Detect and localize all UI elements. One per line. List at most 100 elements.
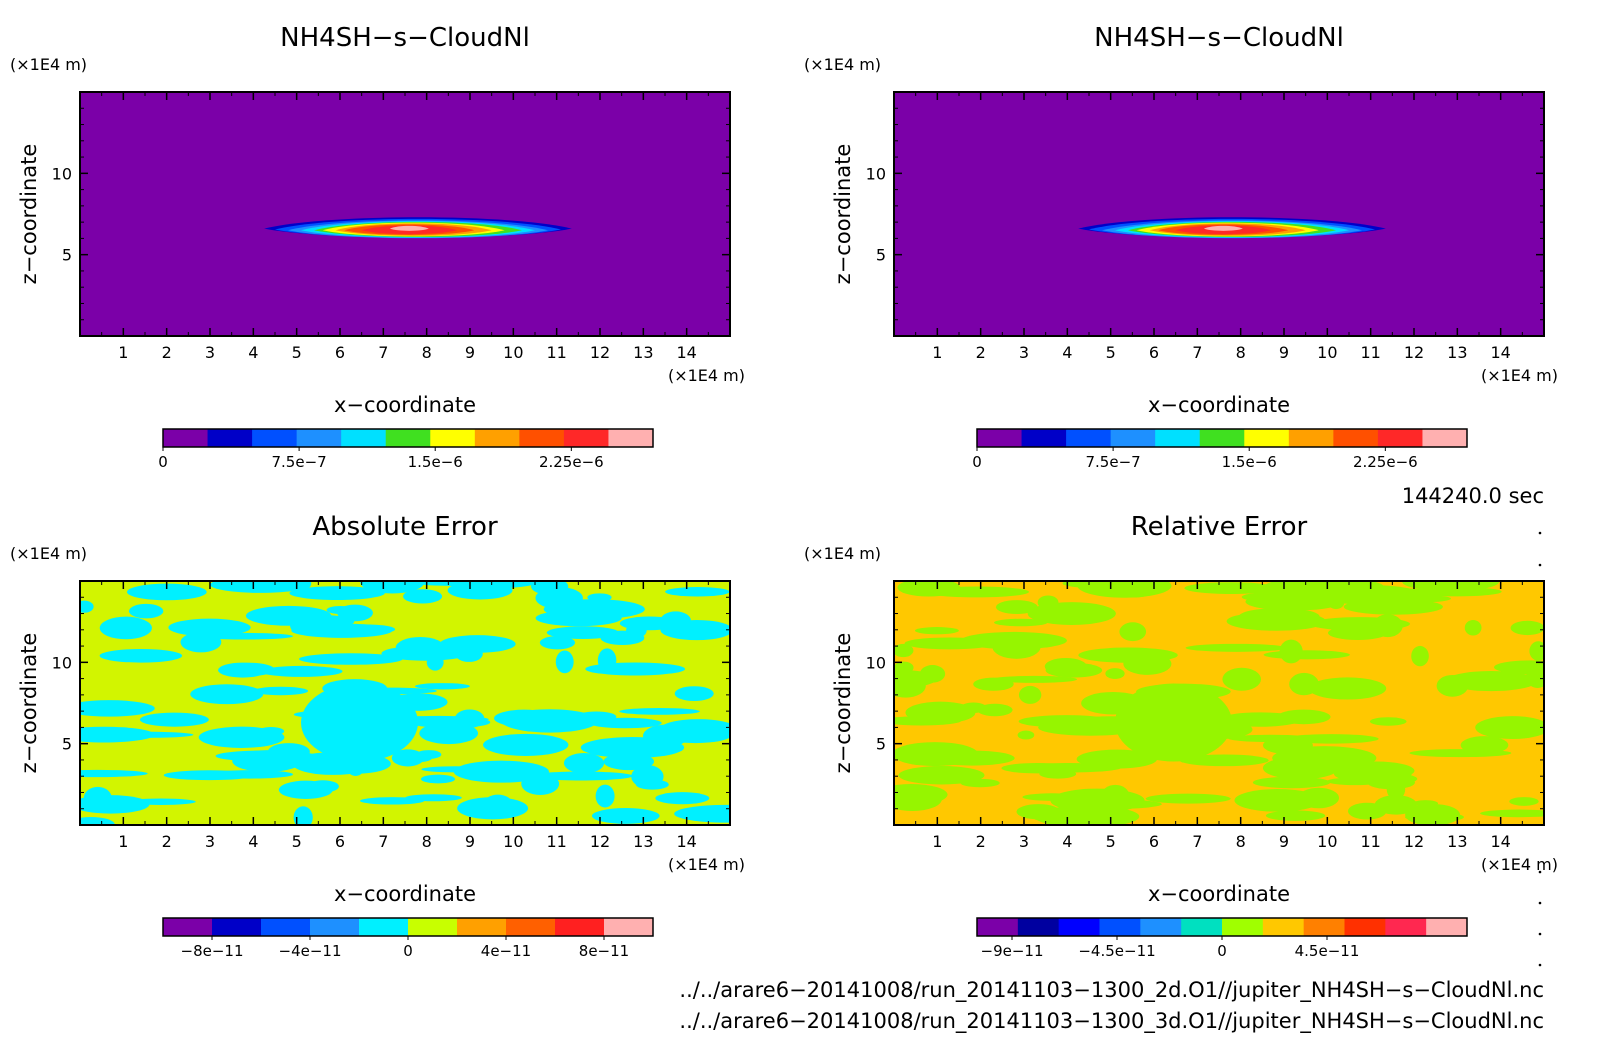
noise-blob (1245, 592, 1343, 611)
x-ticks: 1 2 3 4 5 6 7 8 9 10 11 12 13 14 (915, 581, 1523, 851)
noise-blob (174, 619, 248, 634)
x-tick-label: 7 (378, 832, 388, 851)
noise-blob (420, 774, 456, 784)
noise-blob (403, 589, 443, 604)
noise-blob (1034, 815, 1134, 823)
noise-blob (421, 766, 490, 773)
colorbar: 0 7.5e−7 1.5e−6 2.25e−6 (972, 428, 1468, 471)
noise-blob (991, 675, 1077, 683)
noise-blob (453, 760, 549, 783)
noise-blob (591, 808, 660, 824)
chart-title: Absolute Error (312, 512, 498, 542)
noise-blob (960, 702, 987, 713)
noise-regions (894, 581, 1544, 825)
margin-dots (1538, 531, 1542, 967)
y-tick-label: 5 (876, 735, 886, 754)
noise-blob (180, 632, 222, 653)
colorbar-segment (1017, 918, 1060, 936)
colorbar-segment (474, 429, 520, 447)
noise-blob (1037, 595, 1059, 610)
noise-blob (1184, 582, 1278, 595)
noise-blob (289, 586, 385, 600)
x-tick-label: 3 (1019, 832, 1029, 851)
noise-blob (1119, 622, 1147, 642)
colorbar-segment (310, 918, 360, 936)
y-tick-label: 5 (62, 246, 72, 265)
x-tick-label: 10 (1317, 343, 1337, 362)
colorbar-segment (1333, 429, 1379, 447)
noise-blob (126, 798, 196, 805)
colorbar-tick-label: 7.5e−7 (1086, 453, 1141, 471)
colorbar-segment (1099, 918, 1141, 936)
noise-blob (1179, 754, 1269, 767)
x-tick-label: 6 (1149, 832, 1159, 851)
noise-blob (321, 630, 350, 638)
noise-blob (1369, 717, 1407, 726)
colorbar-segment (1344, 918, 1386, 936)
y-axis-label: z−coordinate (831, 144, 855, 285)
x-tick-label: 9 (465, 343, 475, 362)
x-unit-label: (×1E4 m) (1481, 855, 1558, 874)
colorbar: −9e−11 −4.5e−11 0 4.5e−11 (976, 917, 1468, 960)
noise-blob (1510, 620, 1544, 636)
time-label: 144240.0 sec (1402, 484, 1544, 508)
x-tick-label: 3 (205, 343, 215, 362)
x-unit-label: (×1E4 m) (668, 855, 745, 874)
x-tick-label: 14 (1490, 832, 1510, 851)
x-tick-label: 4 (248, 832, 258, 851)
noise-blob (439, 635, 516, 653)
colorbar-segment (1058, 918, 1100, 936)
noise-blob (454, 709, 485, 729)
noise-blob (455, 646, 483, 662)
colorbar-segment (207, 429, 253, 447)
noise-blob (1062, 581, 1139, 589)
noise-blob (924, 586, 1030, 598)
noise-regions (80, 581, 730, 825)
x-tick-label: 3 (205, 832, 215, 851)
y-tick-label: 5 (876, 246, 886, 265)
x-tick-label: 11 (1360, 832, 1380, 851)
noise-blob (80, 700, 131, 713)
x-tick-label: 10 (1317, 832, 1337, 851)
noise-blob (660, 719, 730, 738)
x-unit-label: (×1E4 m) (1481, 366, 1558, 385)
noise-blob (585, 662, 686, 676)
noise-blob (1252, 776, 1331, 789)
x-tick-label: 10 (503, 343, 523, 362)
colorbar-segment (296, 429, 342, 447)
x-tick-label: 6 (335, 343, 345, 362)
x-ticks: 1 2 3 4 5 6 7 8 9 10 11 12 13 14 (101, 581, 709, 851)
y-axis-label: z−coordinate (17, 633, 41, 774)
x-tick-label: 14 (1490, 343, 1510, 362)
y-ticks: 5 10 (866, 596, 1544, 810)
noise-blob (218, 662, 268, 678)
chart-title: Relative Error (1131, 512, 1308, 542)
noise-blob (1402, 581, 1500, 592)
noise-blob (1409, 749, 1512, 758)
panel-bottom-right: 1 2 3 4 5 6 7 8 9 10 11 12 13 14 510 −9e−11 −4.5e−11 0 4… (804, 512, 1558, 960)
colorbar-segment (430, 429, 476, 447)
panel-top-right: 1 2 3 4 5 6 7 8 9 10 11 12 13 14 510 0 7.5e−7 1.5e−6 2.2… (804, 23, 1558, 471)
noise-blob (99, 648, 183, 663)
noise-blob (1222, 667, 1261, 691)
noise-blob (210, 581, 311, 593)
colorbar-frame (162, 428, 654, 448)
x-axis-label: x−coordinate (334, 882, 476, 906)
x-tick-label: 2 (976, 343, 986, 362)
x-tick-label: 5 (292, 343, 302, 362)
noise-blob (139, 712, 209, 727)
file-path-1: ../../arare6−20141008/run_20141103−1300_… (679, 978, 1544, 1003)
noise-blob (1509, 797, 1539, 806)
y-unit-label: (×1E4 m) (10, 544, 87, 563)
noise-blob (391, 749, 425, 767)
colorbar-segment (1385, 918, 1427, 936)
contour-level-10 (1203, 225, 1243, 231)
noise-blob (1238, 608, 1320, 626)
contour-level-10 (389, 225, 429, 231)
colorbar-tick-label: −4.5e−11 (1078, 942, 1155, 960)
colorbar-segment (1140, 918, 1182, 936)
noise-blob (563, 752, 605, 774)
y-unit-label: (×1E4 m) (804, 544, 881, 563)
colorbar-tick-label: 0 (403, 942, 413, 960)
colorbar-frame (976, 428, 1468, 448)
